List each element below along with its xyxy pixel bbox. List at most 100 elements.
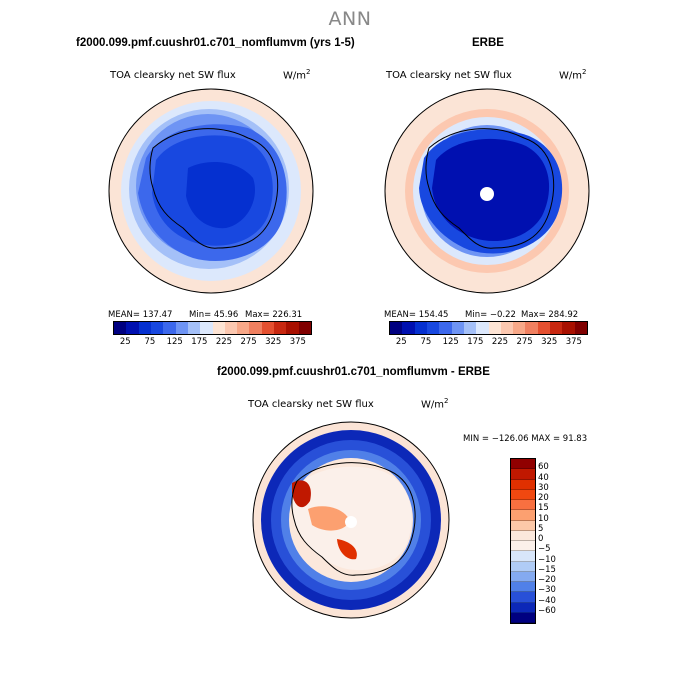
diff-colorbar-label: 10: [538, 513, 549, 524]
obs-variable-label: TOA clearsky net SW flux: [386, 70, 512, 81]
diff-colorbar-label: 30: [538, 482, 549, 493]
obs-colorbar: [389, 321, 588, 335]
model-colorbar-swatch: [175, 322, 188, 334]
diff-colorbar-label: −5: [538, 544, 551, 555]
model-colorbar-tick-label: 75: [144, 337, 156, 347]
model-colorbar-swatch: [138, 322, 151, 334]
diff-colorbar-label: −10: [538, 554, 556, 565]
obs-colorbar-tick-label: 75: [420, 337, 432, 347]
obs-colorbar-tick-label: 325: [541, 337, 558, 347]
obs-colorbar-swatch: [439, 322, 452, 334]
diff-colorbar-swatch: [511, 602, 535, 613]
model-colorbar-swatch: [150, 322, 164, 334]
diff-colorbar-label: −30: [538, 585, 556, 596]
diff-colorbar-label: −20: [538, 575, 556, 585]
obs-colorbar-swatch: [488, 322, 501, 334]
diff-stat-minmax: MIN = −126.06 MAX = 91.83: [463, 434, 588, 444]
obs-case-title: ERBE: [472, 37, 504, 49]
model-stat-min: Min= 45.96: [189, 310, 239, 320]
obs-colorbar-tick-label: 375: [565, 337, 582, 347]
diff-colorbar-label: −15: [538, 564, 556, 575]
diff-colorbar-label: 60: [538, 462, 549, 473]
model-polar-map: [108, 88, 314, 294]
model-colorbar-swatch: [224, 322, 238, 334]
obs-colorbar-swatch: [574, 322, 587, 334]
model-colorbar-tick-label: 325: [265, 337, 282, 347]
obs-colorbar-swatch: [476, 322, 489, 334]
obs-colorbar-swatch: [513, 322, 526, 334]
diff-colorbar-swatch: [511, 510, 535, 521]
diff-case-title: f2000.099.pmf.cuushr01.c701_nomflumvm - …: [217, 366, 490, 378]
model-variable-label: TOA clearsky net SW flux: [110, 70, 236, 81]
model-colorbar-swatch: [126, 322, 139, 334]
diff-variable-label: TOA clearsky net SW flux: [248, 399, 374, 410]
model-colorbar-tick-label: 225: [215, 337, 233, 347]
model-colorbar-swatch: [212, 322, 225, 334]
obs-stat-min: Min= −0.22: [465, 310, 516, 320]
model-colorbar-tick-label: 25: [119, 337, 131, 347]
obs-stat-mean: MEAN= 154.45: [384, 310, 449, 320]
model-colorbar-ticks: 25 75 125 175 225 275 325 375: [113, 337, 310, 349]
diff-colorbar-swatch: [511, 561, 535, 572]
obs-colorbar-swatch: [451, 322, 464, 334]
diff-colorbar-label: 15: [538, 503, 549, 514]
model-colorbar: [113, 321, 312, 335]
obs-stat-max: Max= 284.92: [521, 310, 579, 320]
model-colorbar-swatch: [163, 322, 176, 334]
model-colorbar-tick-label: 125: [166, 337, 183, 347]
model-stat-max: Max= 226.31: [245, 310, 303, 320]
obs-colorbar-swatch: [500, 322, 514, 334]
model-colorbar-swatch: [237, 322, 250, 334]
model-colorbar-swatch: [187, 322, 201, 334]
model-stat-mean: MEAN= 137.47: [108, 310, 173, 320]
diff-colorbar-swatch: [511, 500, 535, 511]
model-colorbar-swatch: [114, 322, 127, 334]
obs-colorbar-tick-label: 125: [442, 337, 459, 347]
model-colorbar-swatch: [274, 322, 287, 334]
diff-colorbar-swatch: [511, 612, 535, 623]
diff-colorbar-swatch: [511, 479, 535, 490]
obs-colorbar-swatch: [402, 322, 415, 334]
obs-colorbar-swatch: [525, 322, 538, 334]
diff-colorbar-swatch: [511, 582, 535, 593]
diff-colorbar-swatch: [511, 551, 535, 562]
diff-colorbar-labels: 60 40 30 20 15 10 5 0 −5 −10 −15 −20 −30 −40 −60: [538, 458, 578, 622]
diff-colorbar-swatch: [511, 530, 535, 541]
obs-colorbar-tick-label: 225: [491, 337, 509, 347]
obs-colorbar-swatch: [414, 322, 427, 334]
diff-colorbar-label: 40: [538, 472, 549, 483]
diff-colorbar-swatch: [511, 520, 535, 531]
model-colorbar-swatch: [261, 322, 275, 334]
obs-colorbar-ticks: 25 75 125 175 225 275 325 375: [389, 337, 586, 349]
model-colorbar-swatch: [298, 322, 311, 334]
diff-colorbar: [510, 458, 536, 624]
obs-colorbar-swatch: [562, 322, 575, 334]
obs-colorbar-tick-label: 175: [467, 337, 484, 347]
obs-units: W/m2: [559, 68, 587, 82]
diff-polar-map: [252, 421, 450, 619]
obs-colorbar-tick-label: 25: [395, 337, 407, 347]
diff-colorbar-swatch: [511, 592, 535, 603]
diff-colorbar-label: 5: [538, 523, 544, 534]
diff-units: W/m2: [421, 397, 449, 411]
diff-colorbar-label: −40: [538, 595, 556, 606]
model-colorbar-swatch: [286, 322, 299, 334]
diff-colorbar-swatch: [511, 571, 535, 582]
obs-colorbar-swatch: [550, 322, 563, 334]
diff-colorbar-swatch: [511, 459, 535, 470]
figure-title: ANN: [328, 8, 372, 30]
obs-colorbar-tick-label: 275: [516, 337, 533, 347]
obs-colorbar-swatch: [426, 322, 440, 334]
diff-colorbar-label: −60: [538, 605, 556, 616]
diff-colorbar-swatch: [511, 469, 535, 480]
diff-colorbar-swatch: [511, 541, 535, 552]
model-colorbar-tick-label: 275: [240, 337, 257, 347]
obs-colorbar-swatch: [463, 322, 477, 334]
diff-colorbar-label: 0: [538, 534, 544, 544]
model-colorbar-tick-label: 375: [289, 337, 306, 347]
model-colorbar-swatch: [200, 322, 213, 334]
obs-polar-map: [384, 88, 590, 294]
model-case-title: f2000.099.pmf.cuushr01.c701_nomflumvm (y…: [76, 37, 355, 49]
obs-colorbar-swatch: [537, 322, 551, 334]
model-colorbar-tick-label: 175: [191, 337, 208, 347]
